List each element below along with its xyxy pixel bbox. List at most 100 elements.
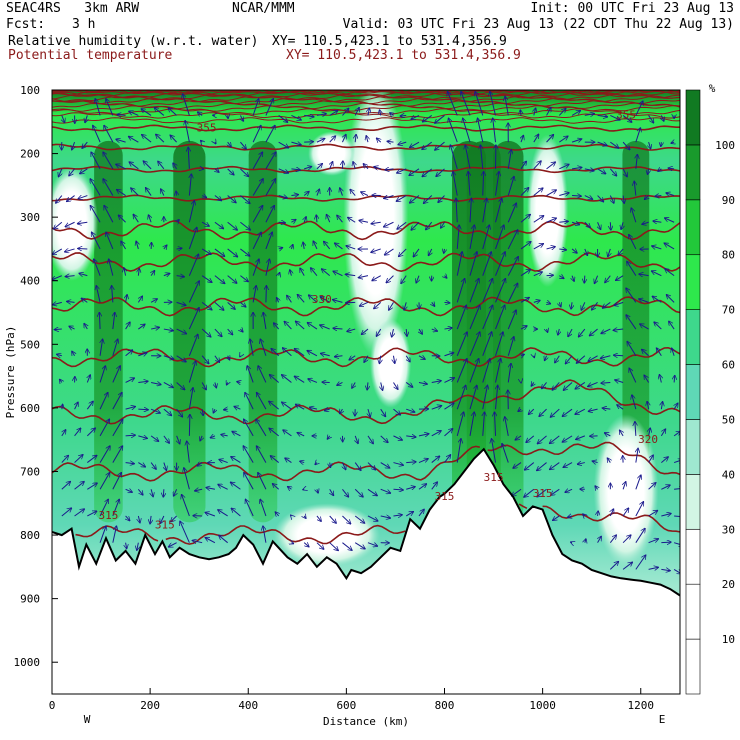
wind-vector xyxy=(74,428,81,437)
colorbar-label: 80 xyxy=(722,249,735,262)
wind-vector xyxy=(507,257,518,276)
wind-vector xyxy=(533,300,540,302)
wind-vector xyxy=(210,436,215,438)
wind-vector xyxy=(444,328,453,329)
colorbar-segment xyxy=(685,89,701,146)
wind-vector xyxy=(572,196,581,197)
wind-vector xyxy=(505,417,509,436)
wind-vector xyxy=(244,473,254,490)
wind-vector xyxy=(520,242,531,250)
wind-vector xyxy=(188,254,198,276)
wind-vector xyxy=(576,435,586,440)
wind-vector xyxy=(438,195,445,203)
wind-vector xyxy=(69,326,75,329)
colorbar-segment xyxy=(685,199,701,256)
wind-vector xyxy=(214,275,225,284)
wind-vector xyxy=(482,385,488,410)
wind-vector xyxy=(665,218,675,223)
wind-vector xyxy=(609,535,616,543)
wind-vector xyxy=(311,268,318,276)
wind-vector xyxy=(240,221,250,230)
wind-vector xyxy=(271,349,280,357)
wind-vector xyxy=(176,191,177,195)
wind-vector xyxy=(269,428,279,437)
wind-vector xyxy=(313,241,318,250)
wind-vector xyxy=(75,402,79,410)
wind-vector xyxy=(150,462,156,470)
wind-vector xyxy=(300,461,304,462)
wind-vector xyxy=(340,188,343,196)
wind-vector xyxy=(673,460,680,463)
wind-vector xyxy=(584,195,593,200)
wind-vector xyxy=(330,162,333,170)
theta-contour-line xyxy=(52,112,680,119)
wind-vector xyxy=(243,446,254,463)
wind-vector xyxy=(129,111,139,116)
model-title: SEAC4RS 3km ARW xyxy=(6,1,140,16)
wind-vector xyxy=(431,381,442,383)
wind-vector xyxy=(542,382,547,388)
x-tick-label: 200 xyxy=(140,699,160,712)
wind-vector xyxy=(141,109,152,116)
x-tick-label: 0 xyxy=(49,699,56,712)
wind-vector xyxy=(614,302,624,305)
theta-contour-line xyxy=(52,95,680,103)
wind-vector xyxy=(252,205,263,223)
wind-vector xyxy=(303,242,304,250)
wind-vector xyxy=(201,221,209,226)
wind-vector xyxy=(622,535,631,544)
theta-contour-label: 355 xyxy=(197,121,217,134)
wind-vector xyxy=(588,355,598,362)
x-tick-label: 1000 xyxy=(529,699,556,712)
wind-vector xyxy=(367,515,378,521)
wind-vector xyxy=(297,294,305,303)
wind-vector xyxy=(103,179,114,196)
wind-vector xyxy=(227,221,238,230)
wind-vector xyxy=(284,321,292,330)
wind-vector xyxy=(617,405,624,410)
x-tick-label: 1200 xyxy=(628,699,655,712)
wind-vector xyxy=(470,198,471,223)
wind-vector xyxy=(627,341,637,357)
wind-vector xyxy=(142,135,152,143)
wind-vector xyxy=(565,355,573,364)
wind-vector xyxy=(265,259,270,276)
wind-vector xyxy=(418,509,424,517)
wind-vector xyxy=(112,526,117,543)
wind-vector xyxy=(69,168,75,176)
wind-vector xyxy=(562,408,573,416)
wind-vector xyxy=(672,348,675,356)
wind-vector xyxy=(533,244,544,250)
wind-vector xyxy=(240,275,248,282)
wind-vector xyxy=(598,511,599,517)
wind-vector xyxy=(291,142,301,145)
wind-vector xyxy=(515,436,522,440)
wind-vector xyxy=(444,249,445,253)
wind-vector xyxy=(265,232,272,250)
wind-vector xyxy=(189,414,190,436)
wind-vector xyxy=(359,301,369,306)
rh-dry-pocket xyxy=(369,318,412,408)
wind-vector xyxy=(188,147,189,169)
wind-vector xyxy=(505,96,509,116)
wind-vector xyxy=(346,302,356,303)
colorbar-segment xyxy=(685,583,701,640)
wind-vector xyxy=(507,337,514,356)
wind-vector xyxy=(300,268,305,276)
wind-vector xyxy=(54,329,62,330)
wind-vector xyxy=(411,114,420,119)
wind-vector xyxy=(202,196,207,198)
wind-vector xyxy=(626,288,637,303)
x-tick-label: 800 xyxy=(435,699,455,712)
wind-vector xyxy=(214,328,222,337)
wind-vector xyxy=(634,181,636,196)
wind-vector xyxy=(90,205,101,223)
wind-vector xyxy=(629,235,637,250)
wind-vector xyxy=(240,356,241,357)
wind-vector xyxy=(384,196,394,199)
wind-vector xyxy=(594,275,597,284)
wind-vector xyxy=(666,295,675,303)
wind-vector xyxy=(137,542,139,551)
wind-vector xyxy=(562,435,573,442)
